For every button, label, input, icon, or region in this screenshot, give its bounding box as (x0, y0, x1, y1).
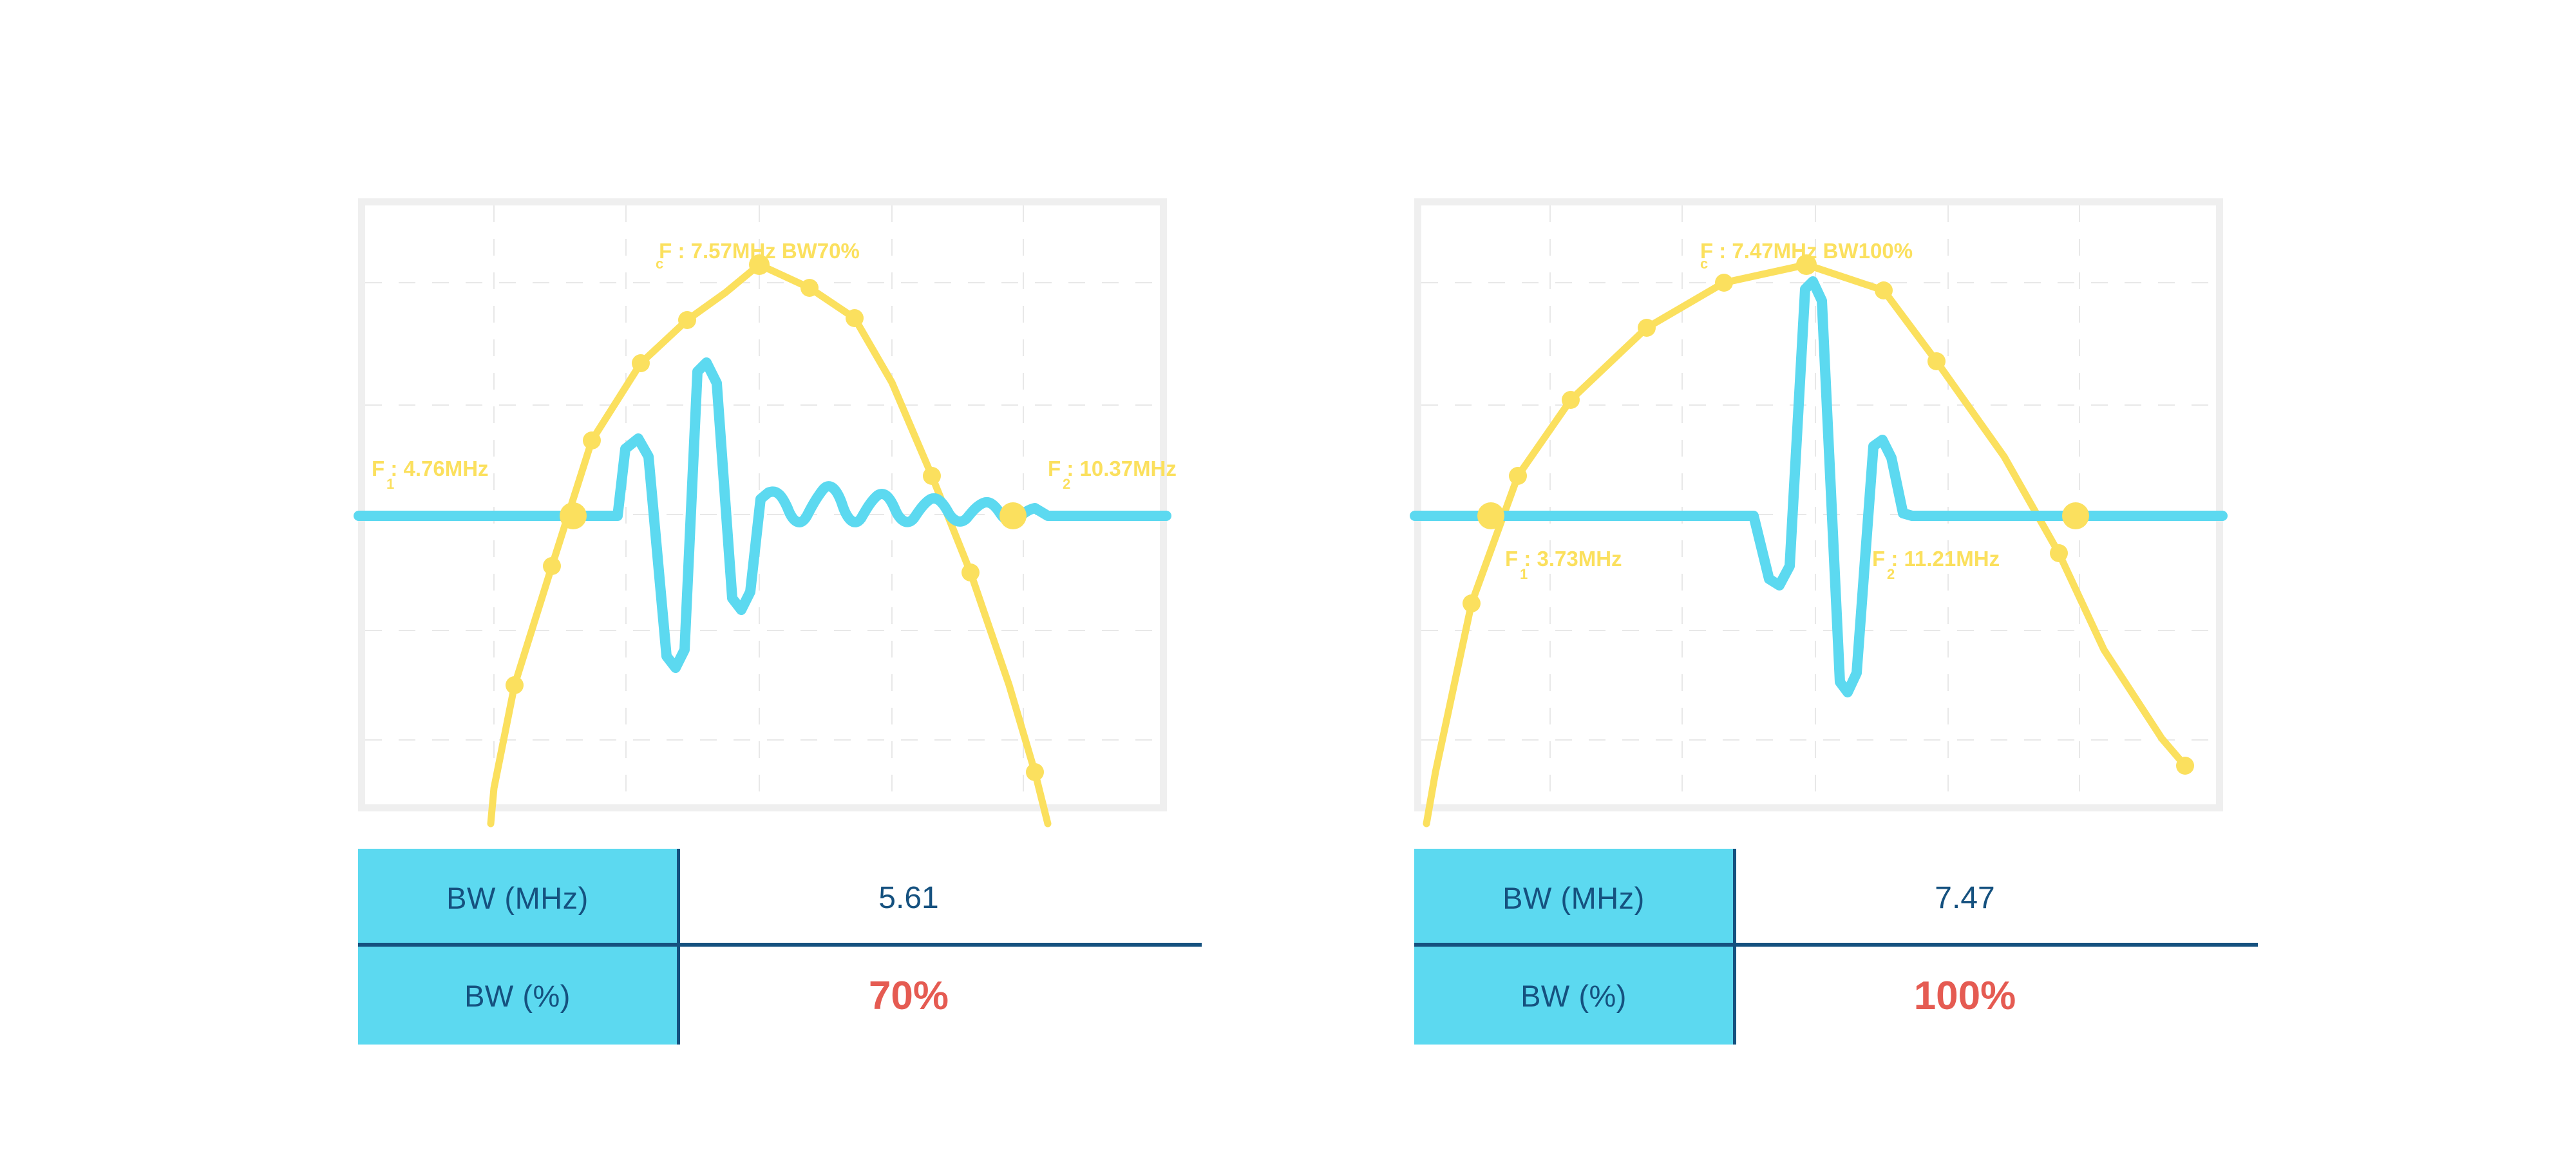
table-cell-bw-pct-value: 70% (680, 947, 1202, 1045)
spectrum-data-markers (506, 254, 1044, 781)
f2-cutoff-label: F : 11.21MHz (1872, 547, 2000, 571)
frequency-spectrum-curve-bw100 (1423, 254, 2194, 828)
panel-bw70: F : 7.57MHz BW70% c F : 4.76MHz 1 F : 10… (335, 0, 1202, 1154)
f2-marker (2062, 502, 2089, 529)
table-row: BW (MHz) 5.61 (358, 849, 1202, 947)
table-header-bw-pct: BW (%) (358, 947, 680, 1045)
table-row: BW (MHz) 7.47 (1414, 849, 2258, 947)
panel-bw100: F : 7.47MHz BW100% c F : 3.73MHz 1 F : 1… (1391, 0, 2258, 1154)
table-header-bw-mhz: BW (MHz) (358, 849, 680, 947)
chart-box-bw70: F : 7.57MHz BW70% c F : 4.76MHz 1 F : 10… (354, 198, 1177, 828)
chart-labels-bw70: F : 7.57MHz BW70% c F : 4.76MHz 1 F : 10… (372, 239, 1177, 492)
table-cell-bw-pct-value: 100% (1736, 947, 2258, 1045)
f2-subscript: 2 (1887, 566, 1895, 582)
table-cell-bw-mhz-value: 7.47 (1736, 849, 2258, 947)
f1-subscript: 1 (386, 476, 394, 492)
bw-pct-value: 70% (868, 973, 949, 1018)
f1-marker (560, 502, 587, 529)
f2-subscript: 2 (1063, 476, 1070, 492)
bw-mhz-value: 5.61 (878, 880, 939, 915)
center-label-subscript-group: c (656, 256, 663, 272)
f1-subscript: 1 (1520, 566, 1528, 582)
f2-cutoff-label: F : 10.37MHz (1048, 457, 1177, 480)
cutoff-markers-bw70 (560, 502, 1027, 529)
chart-svg-bw70: F : 7.57MHz BW70% c F : 4.76MHz 1 F : 10… (354, 205, 1177, 828)
bw-pct-value: 100% (1913, 973, 2016, 1018)
time-domain-waveform-bw100 (1410, 276, 2228, 697)
table-header-label: BW (%) (1520, 978, 1627, 1013)
chart-box-bw100: F : 7.47MHz BW100% c F : 3.73MHz 1 F : 1… (1410, 198, 2228, 828)
table-header-label: BW (MHz) (1502, 880, 1645, 915)
time-domain-waveform-bw70 (354, 357, 1171, 673)
f1-marker (1477, 502, 1504, 529)
table-cell-bw-mhz-value: 5.61 (680, 849, 1202, 947)
bw-table-bw100: BW (MHz) 7.47 BW (%) 100% (1414, 849, 2258, 1045)
table-header-bw-mhz: BW (MHz) (1414, 849, 1736, 947)
chart-plot-area-bw100: F : 7.47MHz BW100% c F : 3.73MHz 1 F : 1… (1410, 205, 2228, 828)
f1-cutoff-label: F : 3.73MHz (1505, 547, 1622, 571)
center-frequency-label: F : 7.47MHz BW100% (1700, 239, 1913, 263)
frequency-spectrum-curve-bw70 (487, 254, 1052, 828)
table-header-bw-pct: BW (%) (1414, 947, 1736, 1045)
f2-marker (999, 502, 1027, 529)
f1-cutoff-label: F : 4.76MHz (372, 457, 489, 480)
chart-plot-area-bw70: F : 7.57MHz BW70% c F : 4.76MHz 1 F : 10… (354, 205, 1177, 828)
fc-subscript: c (1700, 256, 1708, 272)
fc-subscript: c (656, 256, 663, 272)
table-header-label: BW (MHz) (446, 880, 589, 915)
chart-labels-bw100: F : 7.47MHz BW100% c F : 3.73MHz 1 F : 1… (1505, 239, 2000, 582)
bw-mhz-value: 7.47 (1935, 880, 1995, 915)
spectrum-data-markers (1463, 254, 2194, 775)
bw-table-bw70: BW (MHz) 5.61 BW (%) 70% (358, 849, 1202, 1045)
chart-svg-bw100: F : 7.47MHz BW100% c F : 3.73MHz 1 F : 1… (1410, 205, 2228, 828)
center-frequency-label: F : 7.57MHz BW70% (659, 239, 860, 263)
table-header-label: BW (%) (464, 978, 571, 1013)
table-row: BW (%) 70% (358, 947, 1202, 1045)
table-row: BW (%) 100% (1414, 947, 2258, 1045)
cutoff-markers-bw100 (1477, 502, 2089, 529)
